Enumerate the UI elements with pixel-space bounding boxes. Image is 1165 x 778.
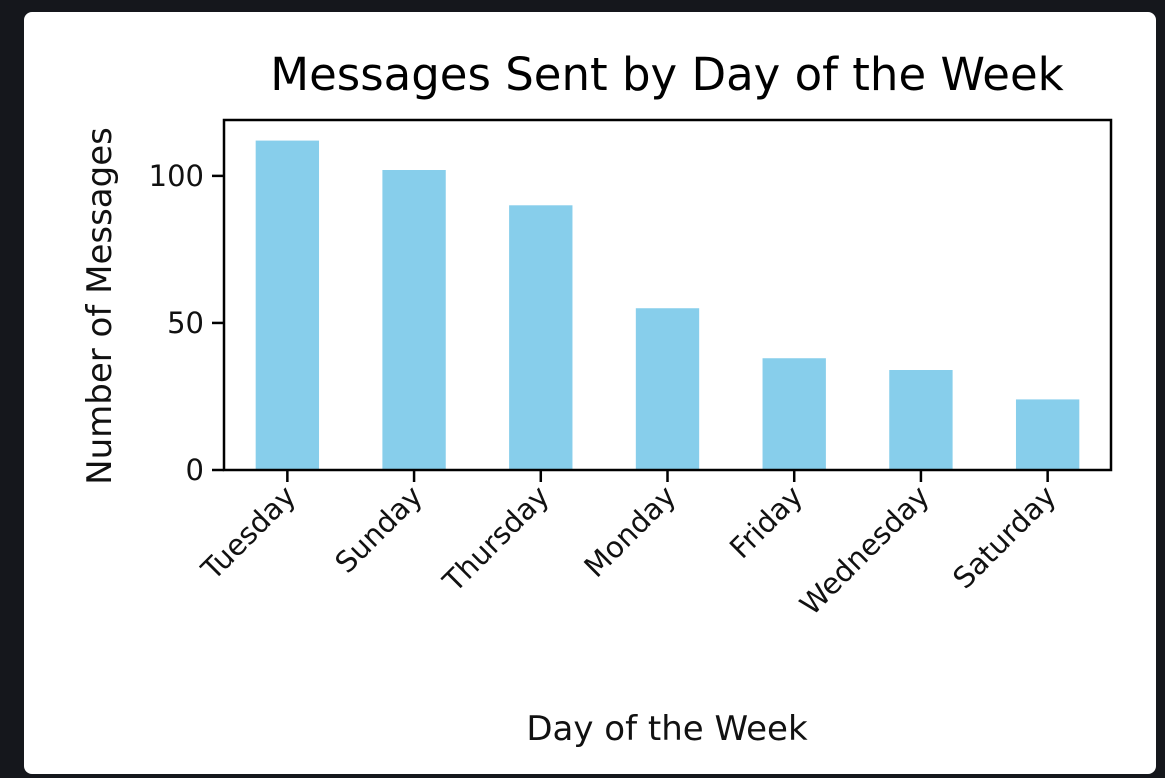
x-tick-label: Thursday <box>436 479 556 599</box>
x-tick-label: Wednesday <box>793 479 936 622</box>
x-tick-label: Tuesday <box>194 479 302 587</box>
y-tick-label: 0 <box>186 453 204 487</box>
y-tick-label: 100 <box>149 159 204 193</box>
y-tick-label: 50 <box>167 306 204 340</box>
x-tick-label: Friday <box>723 479 809 565</box>
bar-wednesday <box>889 370 953 470</box>
bar-chart: Messages Sent by Day of the Week 050100 … <box>80 48 1113 749</box>
y-axis-title: Number of Messages <box>80 127 120 485</box>
y-axis-ticks: 0 50 100 <box>149 159 224 487</box>
bar-saturday <box>1015 399 1080 470</box>
bar-thursday <box>509 205 573 470</box>
bar-sunday <box>382 170 446 470</box>
bar-monday <box>635 308 700 470</box>
x-tick-label: Sunday <box>328 479 429 580</box>
bar-tuesday <box>255 140 320 470</box>
x-axis-ticks: Tuesday Sunday Thursday Monday FridayWednesd… <box>194 470 1063 622</box>
chart-title: Messages Sent by Day of the Week <box>270 48 1063 101</box>
plot-area-frame <box>222 118 1113 472</box>
x-tick-label: Monday <box>577 479 682 584</box>
bars-group <box>255 140 1080 470</box>
bar-friday <box>762 358 826 470</box>
chart-card: Messages Sent by Day of the Week 0 50 100 … <box>24 12 1156 774</box>
x-axis-title: Day of the Week <box>526 709 808 749</box>
x-tick-label: Saturday <box>946 479 1062 595</box>
